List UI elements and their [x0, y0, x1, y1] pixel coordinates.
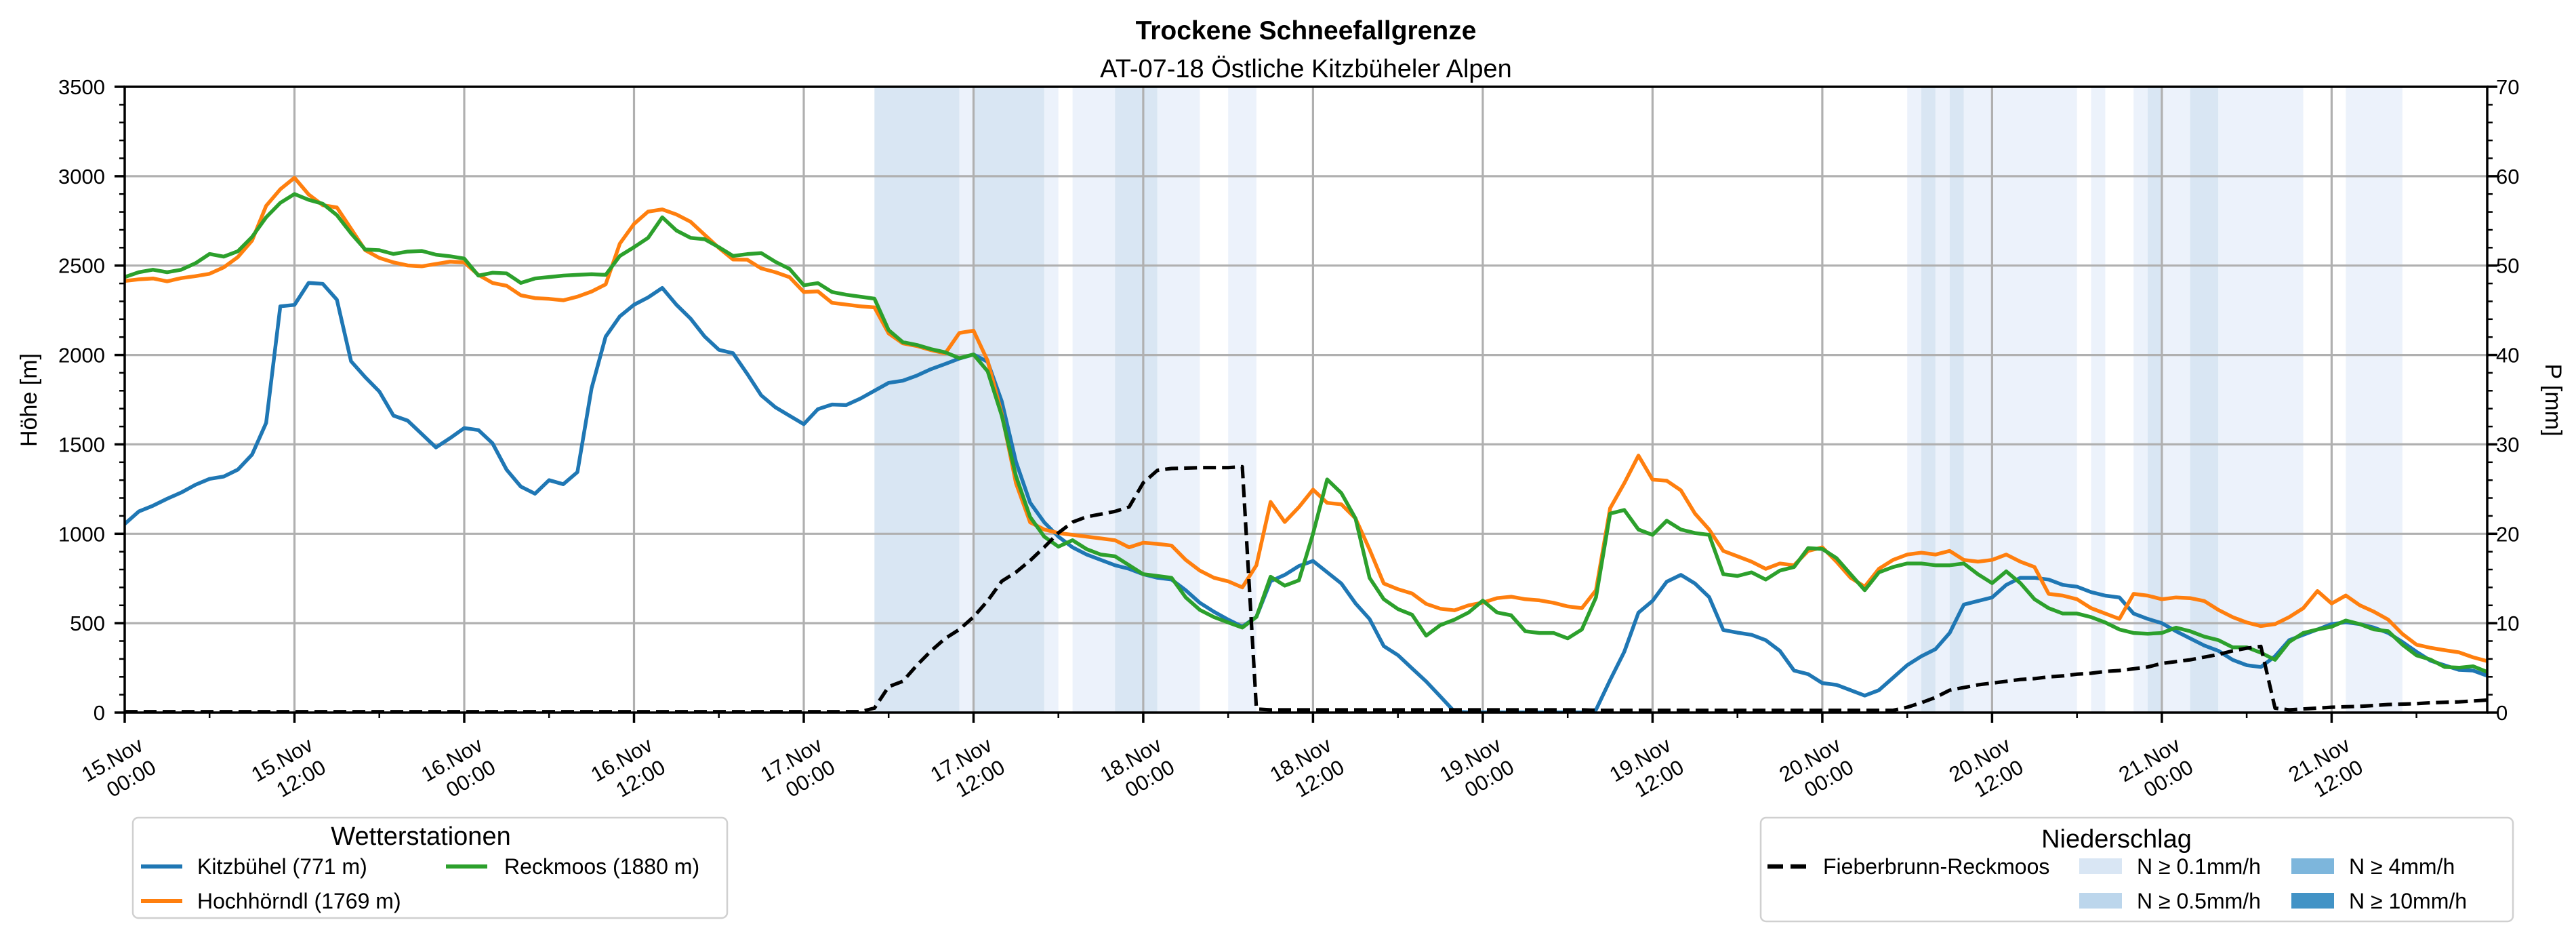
- svg-text:3000: 3000: [58, 165, 105, 188]
- svg-text:Wetterstationen: Wetterstationen: [331, 822, 510, 851]
- svg-text:30: 30: [2496, 433, 2519, 456]
- svg-text:Hochhörndl (1769 m): Hochhörndl (1769 m): [197, 889, 401, 913]
- svg-text:Fieberbrunn-Reckmoos: Fieberbrunn-Reckmoos: [1823, 854, 2049, 879]
- svg-text:0: 0: [94, 701, 105, 725]
- svg-text:N ≥ 10mm/h: N ≥ 10mm/h: [2349, 889, 2467, 913]
- svg-text:Niederschlag: Niederschlag: [2041, 825, 2192, 854]
- svg-text:N ≥ 0.5mm/h: N ≥ 0.5mm/h: [2137, 889, 2261, 913]
- svg-text:70: 70: [2496, 75, 2519, 99]
- svg-text:1000: 1000: [58, 522, 105, 546]
- svg-text:60: 60: [2496, 165, 2519, 188]
- svg-text:AT-07-18 Östliche Kitzbüheler: AT-07-18 Östliche Kitzbüheler Alpen: [1100, 55, 1512, 83]
- svg-text:Höhe [m]: Höhe [m]: [16, 353, 42, 447]
- svg-text:1500: 1500: [58, 433, 105, 456]
- svg-text:40: 40: [2496, 344, 2519, 367]
- svg-text:3500: 3500: [58, 75, 105, 99]
- svg-text:Reckmoos (1880 m): Reckmoos (1880 m): [504, 854, 699, 879]
- svg-text:500: 500: [70, 612, 105, 635]
- svg-text:0: 0: [2496, 701, 2508, 725]
- svg-text:10: 10: [2496, 612, 2519, 635]
- svg-text:2000: 2000: [58, 344, 105, 367]
- svg-text:50: 50: [2496, 254, 2519, 278]
- svg-text:N ≥ 4mm/h: N ≥ 4mm/h: [2349, 854, 2455, 879]
- svg-text:N ≥ 0.1mm/h: N ≥ 0.1mm/h: [2137, 854, 2261, 879]
- svg-text:Trockene Schneefallgrenze: Trockene Schneefallgrenze: [1136, 16, 1477, 45]
- svg-text:Kitzbühel (771 m): Kitzbühel (771 m): [197, 854, 367, 879]
- svg-text:2500: 2500: [58, 254, 105, 278]
- svg-text:P [mm]: P [mm]: [2540, 363, 2566, 436]
- svg-text:20: 20: [2496, 522, 2519, 546]
